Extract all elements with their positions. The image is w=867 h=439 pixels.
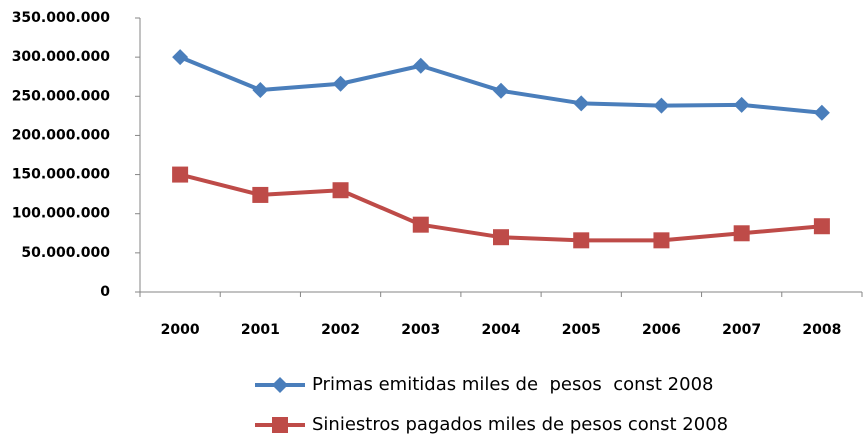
data-point xyxy=(653,232,670,249)
data-point xyxy=(172,49,189,66)
data-point xyxy=(813,104,830,121)
data-point xyxy=(412,57,429,74)
y-tick-label: 0 xyxy=(100,284,110,300)
data-point xyxy=(252,82,269,99)
data-point xyxy=(172,166,189,183)
y-tick-label: 150.000.000 xyxy=(12,167,111,183)
data-point xyxy=(493,82,509,99)
data-point xyxy=(412,216,429,233)
y-tick-label: 250.000.000 xyxy=(12,88,111,104)
legend-label: Primas emitidas miles de pesos const 200… xyxy=(312,374,713,395)
x-tick-label: 2004 xyxy=(482,322,521,338)
data-point xyxy=(493,229,509,246)
y-tick-label: 100.000.000 xyxy=(12,206,111,222)
data-point xyxy=(573,95,590,112)
data-point xyxy=(813,218,830,235)
data-point xyxy=(252,186,269,203)
x-tick-label: 2000 xyxy=(161,322,200,338)
y-tick-label: 350.000.000 xyxy=(12,10,111,26)
data-point xyxy=(332,182,349,199)
x-tick-label: 2003 xyxy=(401,322,440,338)
x-tick-label: 2002 xyxy=(321,322,360,338)
y-tick-label: 50.000.000 xyxy=(21,245,110,261)
data-point xyxy=(332,75,349,92)
data-point xyxy=(733,96,750,113)
data-point xyxy=(653,97,670,114)
y-tick-label: 200.000.000 xyxy=(12,127,111,143)
legend-marker xyxy=(272,377,288,393)
data-point xyxy=(573,232,590,249)
legend-marker xyxy=(272,417,288,433)
legend-label: Siniestros pagados miles de pesos const … xyxy=(312,414,728,435)
x-tick-label: 2001 xyxy=(241,322,280,338)
x-tick-label: 2006 xyxy=(642,322,681,338)
x-tick-label: 2008 xyxy=(802,322,841,338)
y-tick-label: 300.000.000 xyxy=(12,49,111,65)
x-tick-label: 2005 xyxy=(562,322,601,338)
data-point xyxy=(733,225,750,242)
x-tick-label: 2007 xyxy=(722,322,761,338)
